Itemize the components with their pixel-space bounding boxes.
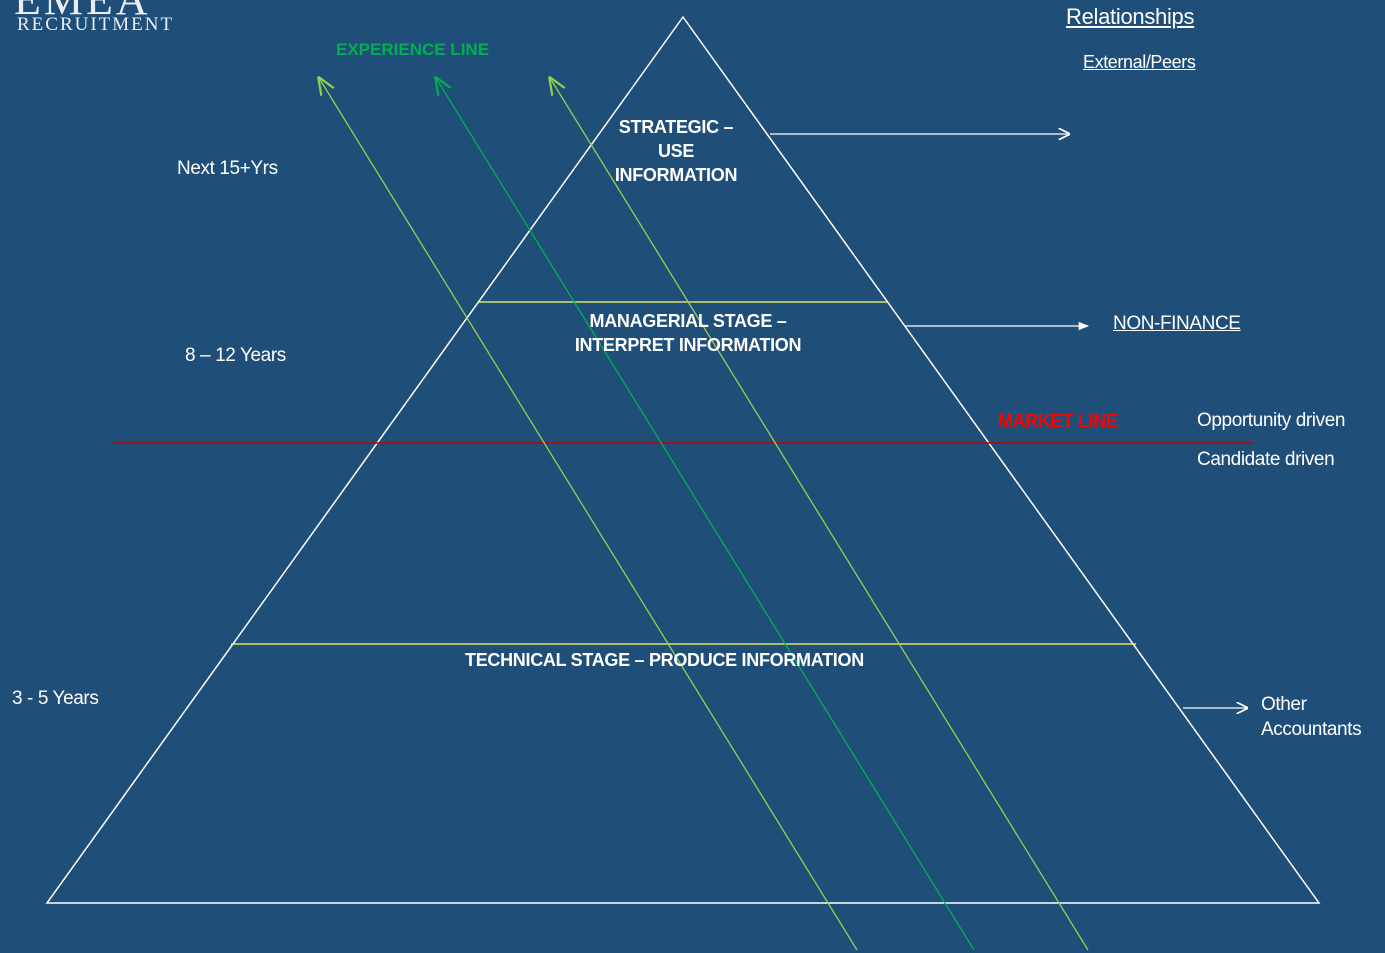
- strategic-stage-label: STRATEGIC – USE INFORMATION: [596, 115, 756, 187]
- experience-arrow-1: [319, 78, 858, 951]
- timeframe-technical: 3 - 5 Years: [12, 688, 99, 709]
- experience-line-label: EXPERIENCE LINE: [336, 40, 490, 59]
- relationship-strategic: External/Peers: [1083, 52, 1196, 72]
- market-below-label: Candidate driven: [1197, 449, 1335, 470]
- managerial-stage-line-1: MANAGERIAL STAGE –: [589, 311, 787, 331]
- logo-mark: EMEA: [14, 0, 151, 22]
- strategic-stage-line-2: USE: [657, 141, 695, 161]
- market-line-label: MARKET LINE: [998, 411, 1118, 431]
- relationship-managerial: NON-FINANCE: [1113, 313, 1241, 334]
- strategic-stage-line-1: STRATEGIC –: [618, 117, 734, 137]
- experience-arrow-2: [436, 78, 975, 951]
- technical-stage-label: TECHNICAL STAGE – PRODUCE INFORMATION: [465, 650, 864, 670]
- market-above-label: Opportunity driven: [1197, 410, 1346, 431]
- relationship-technical-line-1: Other: [1261, 694, 1307, 715]
- managerial-stage-line-2: INTERPRET INFORMATION: [574, 335, 802, 355]
- timeframe-strategic: Next 15+Yrs: [177, 158, 278, 179]
- relationships-heading: Relationships: [1066, 4, 1195, 29]
- managerial-stage-label: MANAGERIAL STAGE – INTERPRET INFORMATION: [543, 309, 833, 357]
- strategic-stage-line-3: INFORMATION: [614, 165, 738, 185]
- experience-arrow-3: [550, 78, 1089, 951]
- relationship-technical-line-2: Accountants: [1261, 719, 1362, 740]
- pyramid-outline: [45, 15, 1321, 904]
- timeframe-managerial: 8 – 12 Years: [185, 345, 286, 366]
- logo-subtitle: RECRUITMENT: [17, 14, 175, 35]
- relationship-technical: Other Accountants: [1261, 692, 1362, 742]
